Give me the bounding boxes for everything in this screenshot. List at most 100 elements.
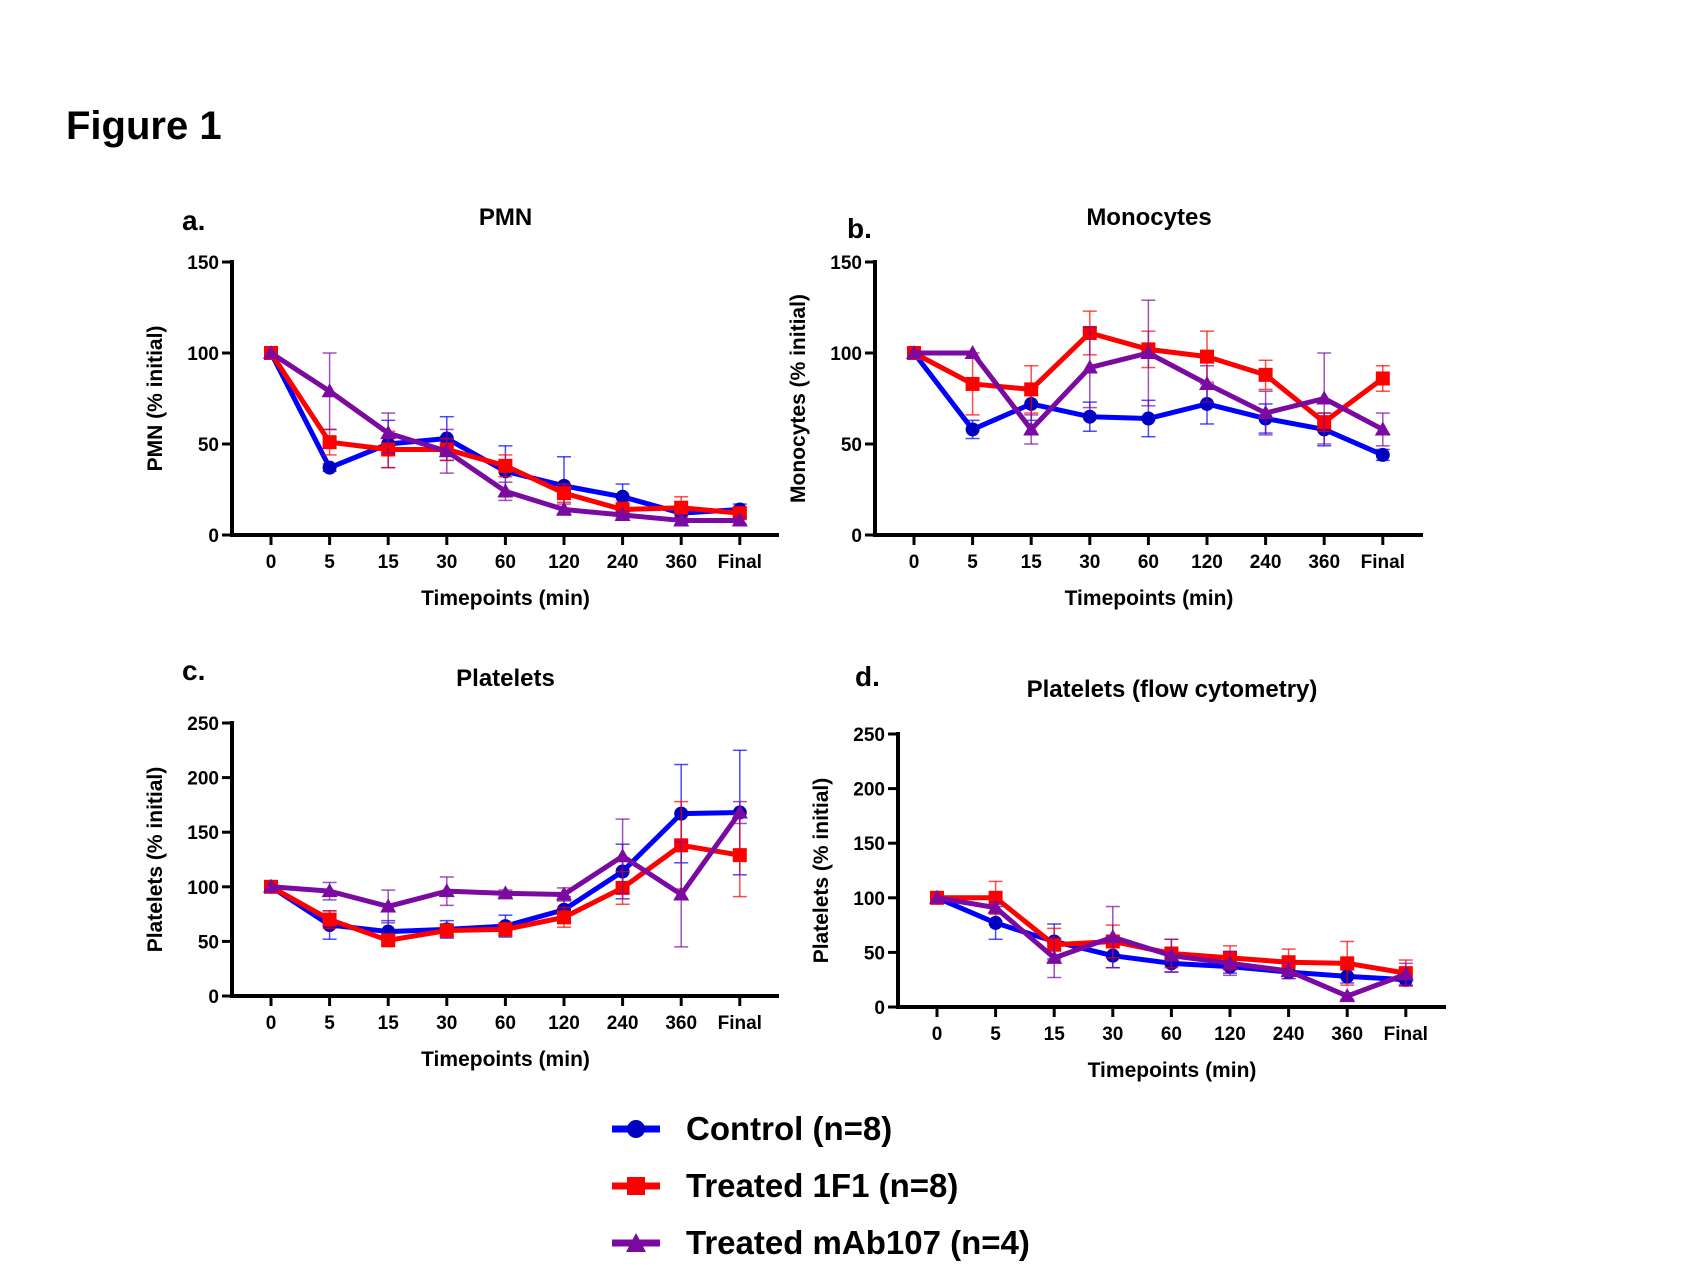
- y-tick-label: 150: [187, 823, 219, 844]
- square-marker-icon: [612, 1176, 660, 1195]
- data-point: [673, 886, 690, 901]
- data-point: [556, 886, 572, 901]
- x-tick-label: 60: [495, 1013, 516, 1034]
- panel-label: a.: [182, 205, 205, 236]
- data-point: [1281, 955, 1296, 970]
- data-point: [1163, 947, 1180, 962]
- data-point: [1081, 359, 1098, 374]
- x-tick-label: 360: [1331, 1024, 1363, 1045]
- x-tick-label: 120: [1214, 1024, 1246, 1045]
- circle-marker-icon: [612, 1119, 660, 1138]
- data-point: [1140, 345, 1157, 359]
- y-tick-label: 0: [874, 998, 885, 1019]
- legend-label: Control (n=8): [686, 1109, 893, 1147]
- x-tick-label: 5: [990, 1024, 1001, 1045]
- legend-item-control: Control (n=8): [612, 1100, 1030, 1157]
- x-tick-label: 120: [1191, 552, 1223, 573]
- data-point: [321, 883, 338, 898]
- y-axis-label: Monocytes (% initial): [787, 294, 810, 503]
- data-point: [731, 512, 748, 527]
- x-tick-label: 30: [1102, 1024, 1123, 1045]
- y-tick-label: 0: [208, 987, 219, 1008]
- data-point: [438, 883, 455, 898]
- data-point: [1023, 421, 1040, 436]
- data-point: [964, 345, 981, 359]
- chart-panel-c: c. Platelets 0 50 100 150 200 250 0 5 15 30 60 120 240…: [144, 655, 779, 1071]
- data-point: [1046, 949, 1063, 964]
- chart-title: Platelets (flow cytometry): [1027, 676, 1318, 703]
- chart-title: PMN: [479, 204, 532, 231]
- series-triangle: [263, 800, 748, 948]
- data-point: [1257, 405, 1274, 420]
- x-tick-label: 240: [607, 1013, 639, 1034]
- y-tick-label: 50: [198, 932, 219, 953]
- y-tick-label: 50: [864, 943, 885, 964]
- data-point: [1200, 349, 1214, 364]
- data-point: [498, 922, 513, 937]
- x-tick-label: 360: [665, 552, 697, 573]
- data-point: [965, 376, 980, 391]
- data-point: [1082, 409, 1097, 424]
- data-point: [731, 804, 748, 819]
- x-tick-label: Final: [1384, 1024, 1428, 1045]
- y-tick-label: 0: [851, 526, 862, 547]
- x-tick-label: 60: [495, 552, 516, 573]
- data-point: [1340, 956, 1355, 971]
- data-point: [674, 500, 689, 515]
- series-triangle: [906, 299, 1391, 447]
- data-point: [1316, 390, 1333, 405]
- data-point: [497, 483, 514, 498]
- x-tick-label: 60: [1161, 1024, 1182, 1045]
- y-tick-label: 100: [830, 344, 862, 365]
- y-tick-label: 50: [198, 435, 219, 456]
- data-point: [438, 443, 455, 458]
- x-tick-label: 120: [548, 552, 580, 573]
- y-tick-label: 200: [853, 780, 885, 801]
- data-point: [1397, 966, 1414, 981]
- data-point: [988, 890, 1003, 905]
- x-tick-label: Final: [1361, 552, 1405, 573]
- y-tick-label: 100: [187, 344, 219, 365]
- data-point: [673, 512, 690, 527]
- data-point: [1374, 421, 1391, 436]
- x-tick-label: Final: [718, 1013, 762, 1034]
- legend-item-treated-mab107: Treated mAb107 (n=4): [612, 1214, 1030, 1271]
- chart-title: Platelets: [456, 665, 555, 692]
- x-axis-label: Timepoints (min): [421, 587, 590, 610]
- series-triangle: [929, 889, 1414, 1003]
- data-point: [263, 345, 279, 359]
- y-tick-label: 250: [187, 714, 219, 735]
- x-axis-label: Timepoints (min): [1065, 587, 1234, 610]
- data-point: [965, 422, 980, 437]
- x-tick-label: 15: [378, 1013, 400, 1034]
- data-point: [497, 885, 514, 900]
- y-tick-label: 0: [208, 526, 219, 547]
- legend-item-treated-1f1: Treated 1F1 (n=8): [612, 1157, 1030, 1214]
- data-point: [263, 878, 279, 893]
- data-point: [1024, 382, 1039, 397]
- chart-panel-a: a. PMN 0 50 100 150 0 5 15 30 60 120 240 360 Final Time…: [144, 204, 779, 610]
- data-point: [1199, 375, 1215, 390]
- x-tick-label: 5: [967, 552, 978, 573]
- figure-title: Figure 1: [66, 104, 222, 148]
- x-tick-label: 30: [1079, 552, 1100, 573]
- data-point: [557, 486, 571, 501]
- chart-title: Monocytes: [1086, 204, 1211, 231]
- x-tick-label: 15: [1021, 552, 1043, 573]
- legend-label: Treated 1F1 (n=8): [686, 1166, 959, 1204]
- data-point: [1104, 929, 1121, 944]
- data-point: [988, 915, 1003, 930]
- data-point: [439, 923, 454, 938]
- x-tick-label: 120: [548, 1013, 580, 1034]
- y-axis-label: PMN (% initial): [144, 326, 167, 472]
- y-tick-label: 150: [853, 834, 885, 855]
- triangle-marker-icon: [612, 1232, 660, 1252]
- data-point: [322, 460, 337, 475]
- y-tick-label: 150: [830, 253, 862, 274]
- x-tick-label: 240: [1250, 552, 1282, 573]
- x-axis-label: Timepoints (min): [421, 1048, 590, 1071]
- panel-label: c.: [182, 655, 205, 686]
- x-tick-label: 0: [909, 552, 920, 573]
- y-tick-label: 50: [841, 435, 862, 456]
